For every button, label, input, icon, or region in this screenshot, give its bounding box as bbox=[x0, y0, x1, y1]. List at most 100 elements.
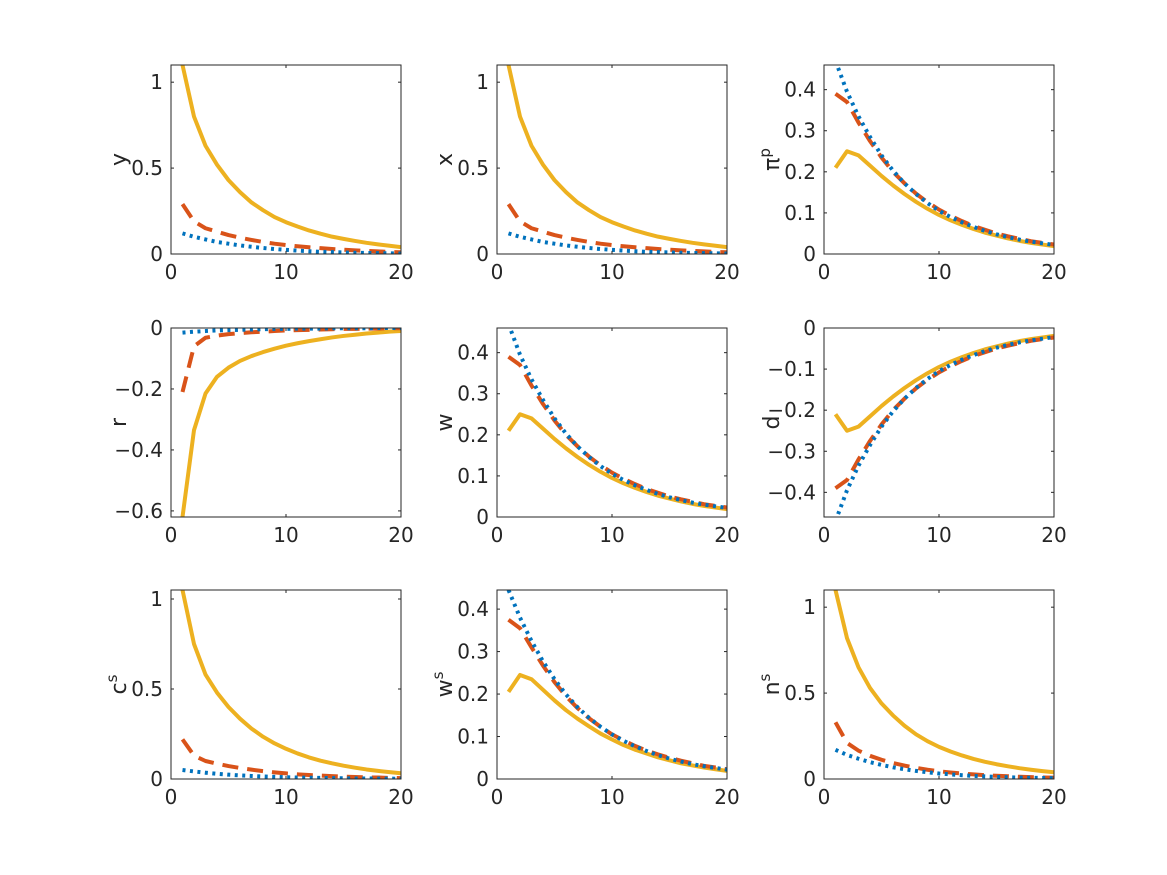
y-tick-label: 0.3 bbox=[457, 382, 489, 406]
x-tick-label: 10 bbox=[599, 523, 624, 547]
subplot-4: 0 10 20 −0.6 −0.4 −0.2 0 r bbox=[107, 316, 414, 547]
y-tick-label: −0.6 bbox=[114, 499, 163, 523]
x-tick-label: 20 bbox=[714, 785, 739, 809]
y-tick-label: 0.1 bbox=[457, 725, 489, 749]
y-tick-label: −0.4 bbox=[114, 438, 163, 462]
x-tick-label: 20 bbox=[388, 523, 413, 547]
y-axis-label: cs bbox=[103, 674, 132, 694]
y-tick-label: 0.4 bbox=[457, 597, 489, 621]
y-tick-label: 0.5 bbox=[131, 677, 163, 701]
y-axis-label-base: w bbox=[433, 679, 458, 697]
y-tick-label: 1 bbox=[476, 70, 489, 94]
plot-area bbox=[497, 590, 727, 779]
x-tick-label: 10 bbox=[599, 785, 624, 809]
x-tick-label: 10 bbox=[273, 523, 298, 547]
series-group bbox=[833, 333, 1054, 517]
series-line-solid bbox=[180, 329, 401, 517]
series-group bbox=[180, 590, 401, 779]
x-tick-label: 20 bbox=[714, 260, 739, 284]
y-tick-label: 0.3 bbox=[784, 119, 816, 143]
y-axis-label: r bbox=[107, 417, 132, 427]
x-tick-label: 10 bbox=[926, 523, 951, 547]
y-tick-label: 0.1 bbox=[784, 201, 816, 225]
y-tick-label: 0.1 bbox=[457, 464, 489, 488]
y-tick-label: 0 bbox=[476, 505, 489, 529]
y-tick-label: 0 bbox=[476, 767, 489, 791]
series-group bbox=[833, 65, 1054, 249]
series-group bbox=[833, 590, 1054, 779]
subplot-2: 0 10 20 0 0.5 1 x bbox=[433, 64, 740, 284]
y-tick-label: 0.5 bbox=[784, 681, 816, 705]
y-tick-label: 0 bbox=[476, 242, 489, 266]
series-group bbox=[506, 328, 727, 512]
y-tick-label: 1 bbox=[150, 587, 163, 611]
series-line-solid bbox=[506, 65, 727, 250]
x-tick-label: 20 bbox=[388, 260, 413, 284]
y-axis-label-base: d bbox=[760, 416, 785, 430]
series-line-dashed bbox=[833, 721, 1054, 779]
y-axis-label-superscript: s bbox=[429, 671, 447, 679]
series-line-dotted bbox=[181, 231, 401, 254]
y-tick-label: 0 bbox=[803, 316, 816, 340]
x-tick-label: 20 bbox=[1041, 260, 1066, 284]
subplot-5: 0 10 20 0 0.1 0.2 0.3 0.4 w bbox=[433, 327, 740, 547]
y-tick-label: −0.2 bbox=[114, 377, 163, 401]
series-line-dotted bbox=[834, 747, 1054, 779]
y-tick-label: 0.4 bbox=[457, 341, 489, 365]
y-tick-label: 0 bbox=[150, 242, 163, 266]
y-axis-label-base: y bbox=[107, 153, 132, 166]
y-axis-label-base: n bbox=[760, 681, 785, 695]
y-tick-label: −0.4 bbox=[767, 480, 816, 504]
y-axis-label-superscript: s bbox=[756, 673, 774, 681]
y-tick-label: −0.1 bbox=[767, 357, 816, 381]
x-tick-label: 0 bbox=[818, 785, 831, 809]
series-line-dotted bbox=[182, 768, 401, 779]
x-tick-label: 10 bbox=[273, 785, 298, 809]
y-axis-label: ns bbox=[756, 673, 785, 695]
y-tick-label: −0.3 bbox=[767, 439, 816, 463]
series-line-solid bbox=[180, 590, 401, 776]
subplot-8: 0 10 20 0 0.1 0.2 0.3 0.4 ws bbox=[429, 589, 740, 809]
y-axis-label: d bbox=[760, 416, 785, 430]
subplot-6: 0 10 20 −0.4 −0.3 −0.2 −0.1 0 d bbox=[760, 316, 1067, 547]
x-tick-label: 20 bbox=[714, 523, 739, 547]
y-tick-label: 1 bbox=[150, 70, 163, 94]
x-tick-label: 10 bbox=[926, 785, 951, 809]
y-axis-label: w bbox=[433, 414, 458, 432]
x-tick-label: 10 bbox=[273, 260, 298, 284]
x-tick-label: 0 bbox=[165, 523, 178, 547]
x-tick-label: 0 bbox=[818, 260, 831, 284]
x-tick-label: 0 bbox=[491, 785, 504, 809]
x-tick-label: 0 bbox=[165, 785, 178, 809]
y-axis-label-superscript: p bbox=[756, 148, 774, 158]
series-line-dotted bbox=[506, 590, 727, 772]
x-tick-label: 0 bbox=[165, 260, 178, 284]
y-tick-label: 0 bbox=[803, 767, 816, 791]
y-tick-label: 0.5 bbox=[131, 156, 163, 180]
series-line-dotted bbox=[507, 231, 727, 254]
series-line-solid bbox=[833, 590, 1054, 775]
y-axis-label-base: x bbox=[433, 153, 458, 166]
series-group bbox=[506, 65, 727, 254]
series-group bbox=[506, 590, 727, 773]
plot-area bbox=[171, 65, 401, 254]
y-tick-label: 1 bbox=[803, 595, 816, 619]
y-tick-label: 0.2 bbox=[784, 160, 816, 184]
x-tick-label: 0 bbox=[491, 523, 504, 547]
plot-area bbox=[497, 65, 727, 254]
subplot-1: 0 10 20 0 0.5 1 y bbox=[107, 64, 414, 284]
series-line-solid bbox=[180, 65, 401, 250]
y-tick-label: 0.2 bbox=[457, 682, 489, 706]
y-axis-label-superscript: s bbox=[103, 674, 121, 682]
y-tick-label: 0.5 bbox=[457, 156, 489, 180]
y-axis-label: y bbox=[107, 153, 132, 166]
y-axis-label: x bbox=[433, 153, 458, 166]
series-group bbox=[180, 65, 401, 254]
subplot-7: 0 10 20 0 0.5 1 cs bbox=[103, 587, 414, 809]
x-tick-label: 0 bbox=[818, 523, 831, 547]
y-tick-label: 0.3 bbox=[457, 640, 489, 664]
subplot-9: 0 10 20 0 0.5 1 ns bbox=[756, 589, 1067, 809]
plot-area bbox=[824, 65, 1054, 254]
x-tick-label: 20 bbox=[388, 785, 413, 809]
